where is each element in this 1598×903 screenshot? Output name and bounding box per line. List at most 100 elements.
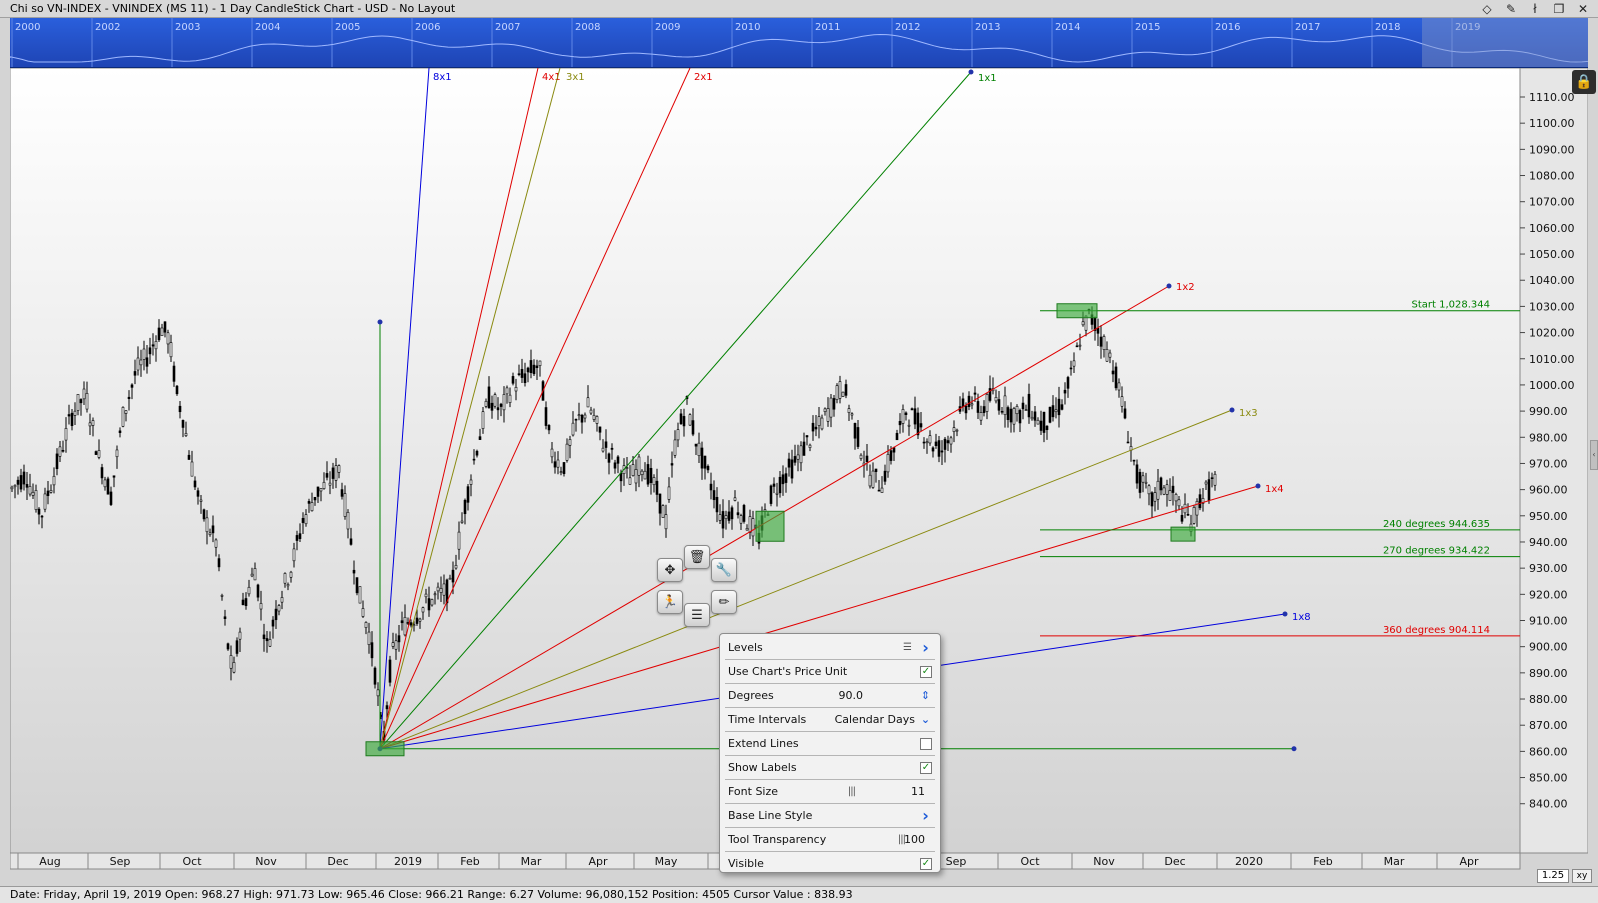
candle-body	[415, 617, 419, 624]
candle-body	[1135, 464, 1139, 484]
close-icon[interactable]: ✕	[1577, 2, 1589, 16]
pencil-icon[interactable]: ✏	[711, 590, 737, 614]
property-label: Tool Transparency	[728, 833, 827, 846]
checkbox[interactable]: ✓	[920, 858, 932, 870]
candle-body	[493, 394, 497, 407]
candle-body	[880, 487, 884, 493]
overview-year-label: 2003	[175, 22, 200, 33]
diamond-icon[interactable]: ◇	[1482, 2, 1492, 16]
property-row[interactable]: Use Chart's Price Unit ✓	[725, 660, 935, 684]
candle-body	[700, 447, 704, 469]
candle-body	[1000, 410, 1004, 413]
price-tick-label: 1050.00	[1529, 248, 1575, 261]
candle-body	[844, 384, 848, 396]
spinner-icon[interactable]: ⇕	[920, 689, 931, 702]
list-icon[interactable]: ☰	[903, 642, 912, 653]
property-value[interactable]: 90.0	[838, 689, 864, 702]
candle-body	[1021, 402, 1025, 410]
candle-body	[496, 407, 500, 411]
candle-body	[769, 485, 773, 504]
candle-body	[328, 482, 332, 486]
candle-body	[616, 456, 620, 464]
candle-body	[1063, 389, 1067, 394]
pin-icon[interactable]: ✎	[1505, 2, 1517, 16]
zoom-level[interactable]: 1.25	[1537, 869, 1569, 883]
restore-icon[interactable]: ❐	[1553, 2, 1565, 16]
overview-year-label: 2018	[1375, 22, 1400, 33]
property-row[interactable]: Font Size 11 |||	[725, 780, 935, 804]
candle-body	[154, 341, 158, 350]
candle-body	[589, 409, 593, 414]
candle-body	[547, 425, 551, 431]
overview-year-label: 2004	[255, 22, 280, 33]
property-value[interactable]: 11	[911, 785, 925, 798]
candle-body	[373, 667, 377, 685]
candle-body	[805, 435, 809, 438]
candle-body	[736, 512, 740, 516]
candle-body	[289, 571, 293, 578]
candle-body	[1147, 485, 1151, 495]
slider-handle[interactable]: |||	[897, 834, 906, 845]
property-row[interactable]: Tool Transparency 100 |||	[725, 828, 935, 852]
candle-body	[520, 368, 524, 378]
xy-toggle-button[interactable]: xy	[1572, 869, 1592, 883]
candle-body	[481, 411, 485, 429]
candle-body	[745, 528, 749, 531]
collapse-panel-button[interactable]: ‹	[1590, 440, 1598, 470]
candle-body	[649, 467, 653, 483]
overview-year-label: 2014	[1055, 22, 1080, 33]
candle-body	[817, 416, 821, 426]
candle-body	[658, 493, 662, 514]
list-icon[interactable]: ☰	[684, 603, 710, 627]
lock-icon[interactable]: 🔒	[1572, 70, 1596, 94]
time-tick-label: Oct	[182, 855, 202, 868]
checkbox[interactable]: ✓	[920, 666, 932, 678]
price-tick-label: 1010.00	[1529, 353, 1575, 366]
candle-body	[718, 514, 722, 521]
slider-handle[interactable]: |||	[847, 786, 856, 797]
checkbox[interactable]: ✓	[920, 762, 932, 774]
candle-body	[1210, 477, 1214, 479]
overview-year-label: 2008	[575, 22, 600, 33]
candle-body	[907, 424, 911, 427]
candle-body	[1036, 419, 1040, 425]
checkbox[interactable]	[920, 738, 932, 750]
candle-body	[466, 486, 470, 503]
overview-year-label: 2005	[335, 22, 360, 33]
property-row[interactable]: Time Intervals Calendar Days ⌄	[725, 708, 935, 732]
time-tick-label: Aug	[39, 855, 60, 868]
candle-body	[334, 465, 338, 481]
candle-body	[460, 520, 464, 523]
property-row[interactable]: Levels ☰ ›	[725, 636, 935, 660]
property-value[interactable]: Calendar Days	[834, 713, 915, 726]
candle-body	[1081, 321, 1085, 326]
maximize-icon[interactable]: ł	[1533, 2, 1537, 16]
level-label: 270 degrees 934.422	[1383, 546, 1490, 557]
overview-navigator[interactable]: 2000 2002 2003 2004 2005 2006 2007 2008 2009 2010…	[10, 18, 1588, 68]
candle-body	[775, 492, 779, 495]
chevron-right-icon[interactable]: ›	[922, 638, 929, 657]
time-tick-label: Sep	[110, 855, 131, 868]
candle-body	[304, 514, 308, 525]
candle-body	[1201, 498, 1205, 504]
candle-body	[352, 569, 356, 574]
property-row[interactable]: Visible ✓	[725, 852, 935, 876]
settings-icon[interactable]: 🔧	[711, 558, 737, 582]
drag-icon[interactable]: ✥	[657, 558, 683, 582]
property-row[interactable]: Degrees 90.0 ⇕	[725, 684, 935, 708]
chevron-right-icon[interactable]: ›	[922, 806, 929, 825]
candle-body	[988, 388, 992, 401]
candle-body	[667, 486, 671, 500]
delete-icon[interactable]: 🗑	[684, 545, 710, 569]
candle-body	[52, 475, 56, 486]
candle-body	[301, 518, 305, 523]
candle-body	[523, 373, 527, 384]
property-row[interactable]: Show Labels ✓	[725, 756, 935, 780]
run-icon[interactable]: 🏃	[657, 590, 683, 614]
candle-body	[826, 408, 830, 422]
chevron-down-icon[interactable]: ⌄	[920, 713, 931, 726]
candle-body	[937, 440, 941, 457]
property-row[interactable]: Extend Lines	[725, 732, 935, 756]
property-value[interactable]: 100	[904, 833, 925, 846]
property-row[interactable]: Base Line Style ›	[725, 804, 935, 828]
